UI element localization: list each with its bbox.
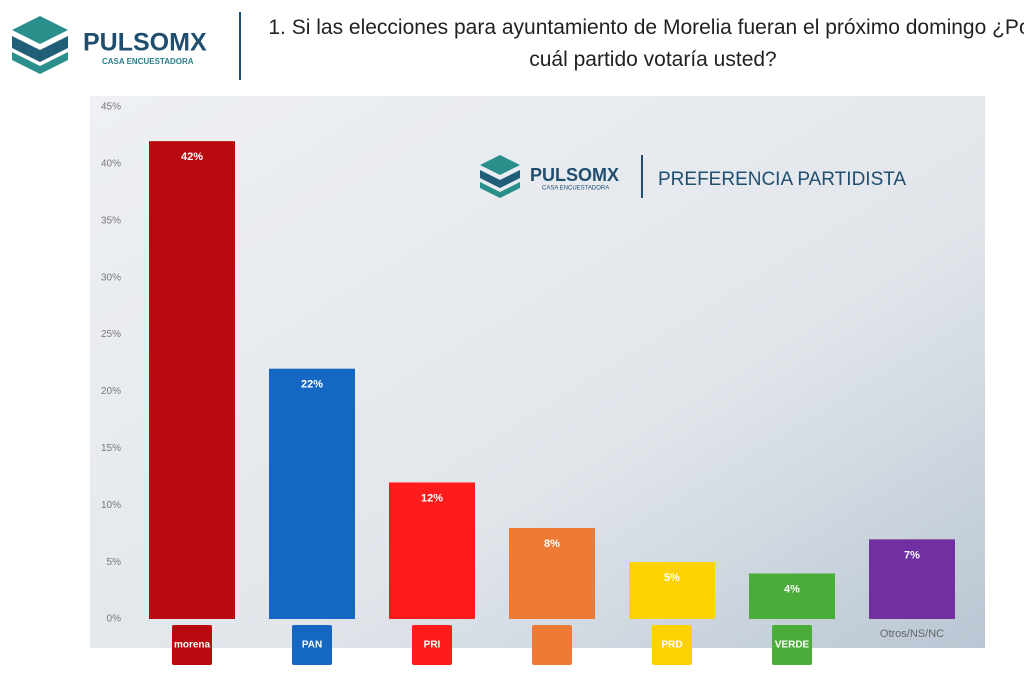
value-label: 12% xyxy=(421,492,443,504)
y-tick-label: 20% xyxy=(101,386,121,397)
brand-tagline: CASA ENCUESTADORA xyxy=(102,57,194,66)
bar xyxy=(389,482,475,619)
chart-subtitle: PREFERENCIA PARTIDISTA xyxy=(658,169,906,190)
y-tick-label: 0% xyxy=(107,614,122,625)
y-tick-label: 35% xyxy=(101,215,121,226)
x-tick-label: PRI xyxy=(424,640,441,651)
party-logo xyxy=(532,625,572,665)
x-tick-label: VERDE xyxy=(775,640,810,651)
inner-brand: PULSOMX xyxy=(530,165,619,185)
bar xyxy=(269,368,355,619)
chart-title: 1. Si las elecciones para ayuntamiento d… xyxy=(268,16,1024,71)
y-tick-label: 15% xyxy=(101,443,121,454)
y-tick-label: 45% xyxy=(101,102,121,113)
brand-logo xyxy=(12,16,68,74)
bar xyxy=(869,539,955,619)
y-tick-label: 5% xyxy=(107,557,122,568)
x-tick-label: PRD xyxy=(661,640,682,651)
bar xyxy=(749,573,835,619)
party-logo xyxy=(292,625,332,665)
x-tick-label: PAN xyxy=(302,640,322,651)
value-label: 7% xyxy=(904,549,920,561)
inner-logo xyxy=(480,155,520,198)
value-label: 5% xyxy=(664,572,680,584)
value-label: 8% xyxy=(544,538,560,550)
value-label: 42% xyxy=(181,151,203,163)
value-label: 22% xyxy=(301,379,323,391)
y-tick-label: 30% xyxy=(101,272,121,283)
brand-name: PULSOMX xyxy=(83,29,207,57)
bar xyxy=(149,141,235,619)
x-tick-label: morena xyxy=(174,640,211,651)
party-logo xyxy=(652,625,692,665)
value-label: 4% xyxy=(784,583,800,595)
x-tick-label: Otros/NS/NC xyxy=(880,628,944,640)
party-logo xyxy=(172,625,212,665)
party-logo xyxy=(412,625,452,665)
y-tick-label: 40% xyxy=(101,159,121,170)
y-tick-label: 25% xyxy=(101,329,121,340)
y-tick-label: 10% xyxy=(101,500,121,511)
bar xyxy=(509,527,595,619)
bar xyxy=(629,562,715,619)
inner-tagline: CASA ENCUESTADORA xyxy=(542,186,609,192)
party-logo xyxy=(772,625,812,665)
